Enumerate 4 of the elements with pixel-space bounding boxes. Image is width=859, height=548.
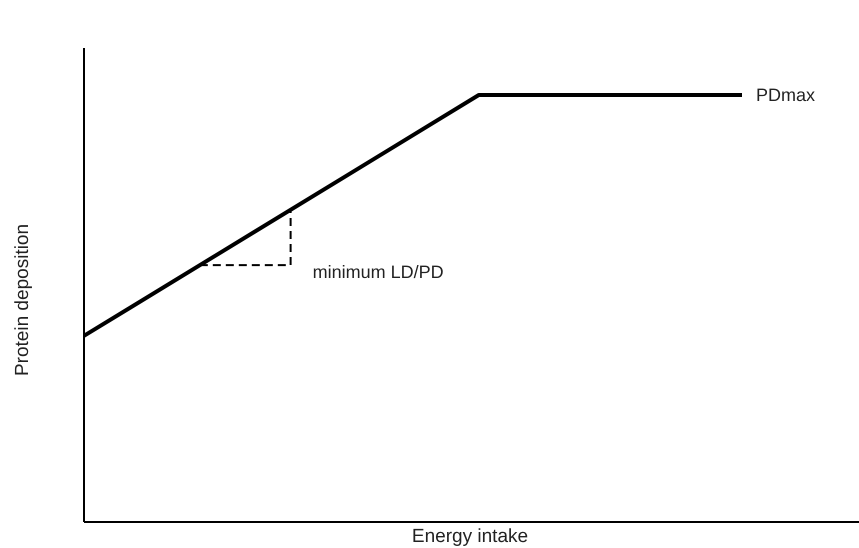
y-axis-title: Protein deposition [12, 224, 33, 376]
annotation: minimum LD/PD [312, 262, 444, 282]
x-axis-title: Energy intake [412, 526, 528, 547]
series-label: PDmax [756, 85, 816, 105]
